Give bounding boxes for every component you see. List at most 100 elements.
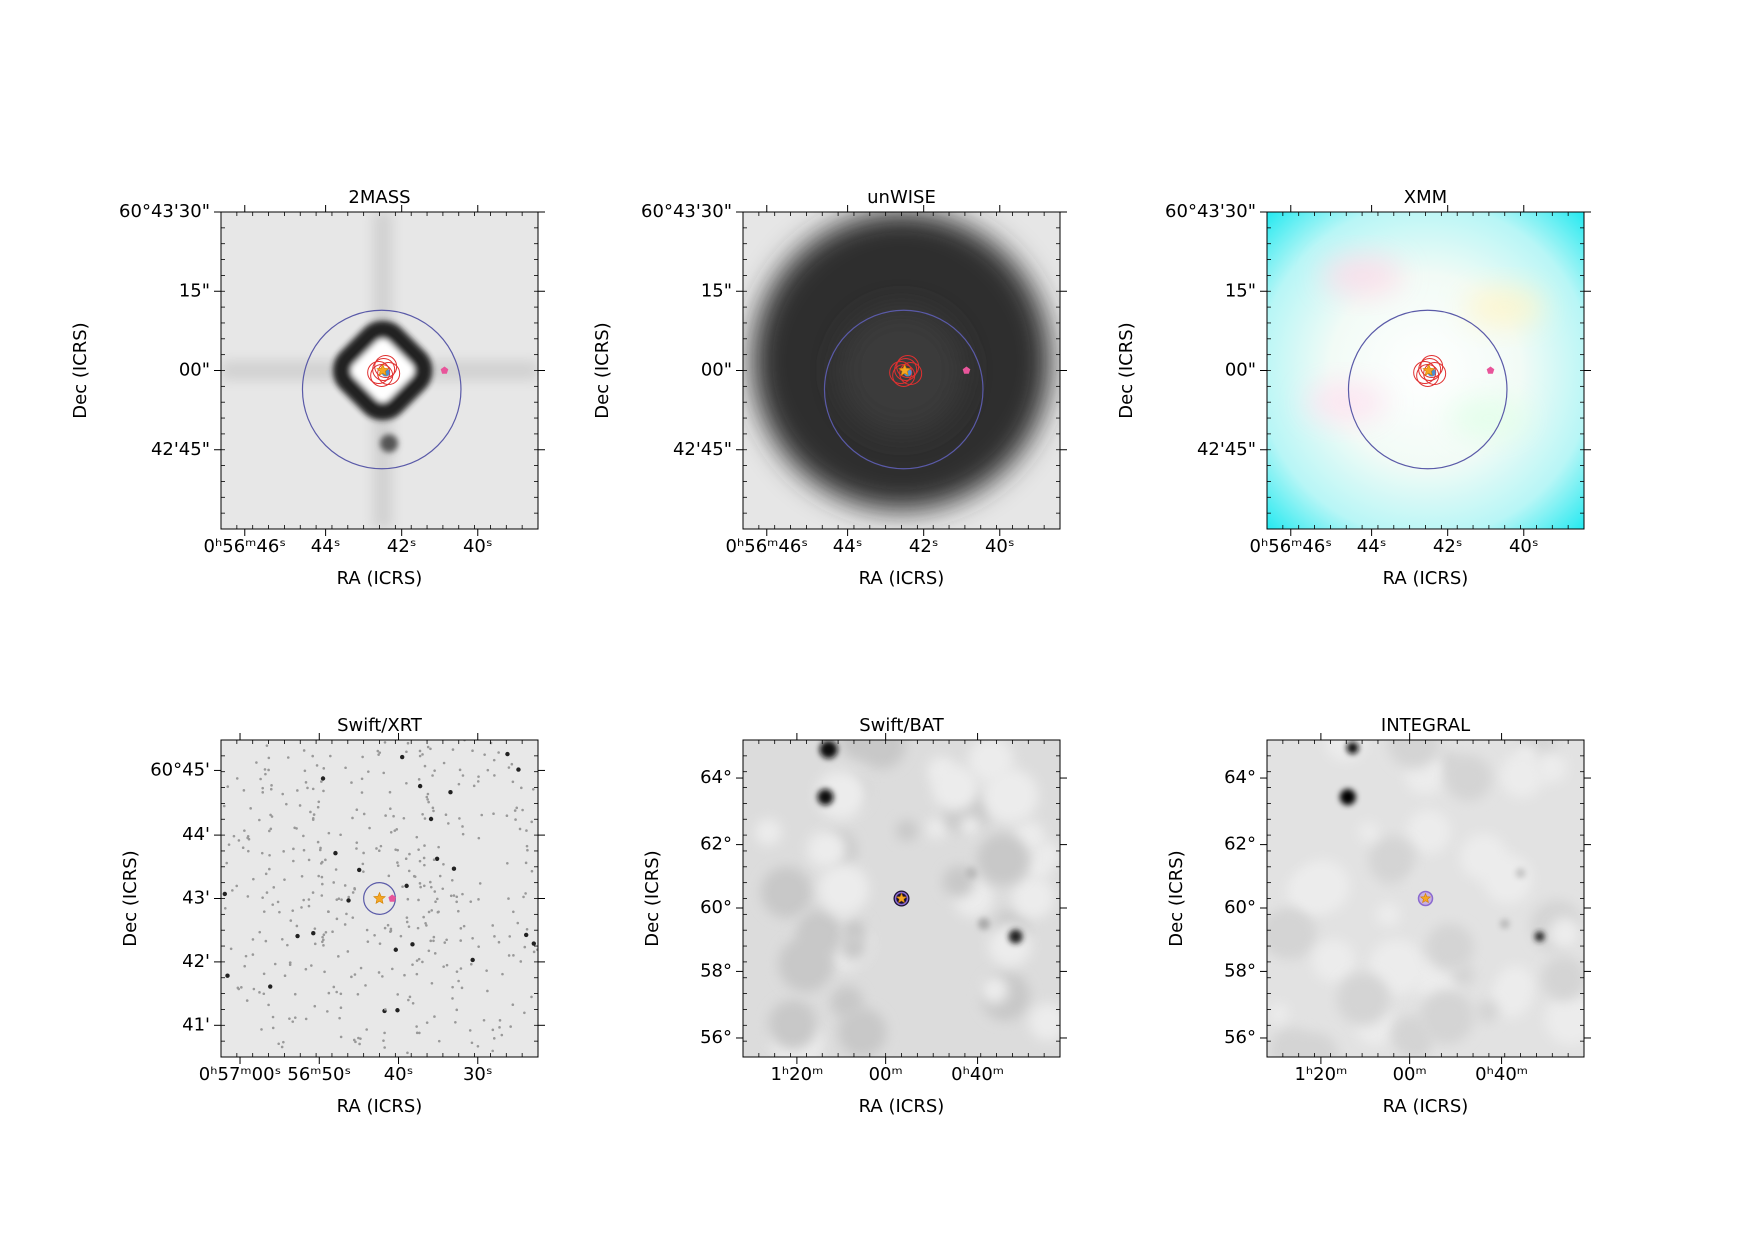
photon [251,953,255,956]
photon [334,868,338,871]
photon [459,939,463,942]
panel: Swift/BAT RA (ICRS) Dec (ICRS) 1ʰ20ᵐ 00ᵐ 0ʰ40… [642,715,1067,1117]
photon [237,987,241,991]
y-tick-label: 00" [1225,360,1256,381]
photon [461,892,464,896]
x-tick-label: 42ˢ [387,536,417,557]
photon [260,851,264,855]
photon [457,979,460,983]
y-axis-label: Dec (ICRS) [592,322,613,418]
photon [262,992,266,996]
photon [268,829,271,833]
photon [422,915,425,919]
photon [461,832,465,836]
photon [523,932,529,938]
photon [261,896,264,899]
photon [415,1025,418,1028]
x-axis-label: RA (ICRS) [337,1096,423,1117]
photon [531,941,536,946]
photon [525,928,529,931]
error-circle [894,358,918,381]
photon [472,784,476,788]
photon [406,1051,409,1055]
photon [404,883,409,889]
photon [337,955,340,958]
photon [525,829,528,832]
photon [321,940,324,944]
photon [231,889,234,892]
source-blob [1008,929,1023,944]
source-blob [380,434,399,453]
photon [347,895,351,899]
photon [362,870,365,873]
photon [360,777,364,781]
photon [415,835,419,839]
photon [288,963,292,966]
x-tick-label: 30ˢ [463,1064,493,1085]
photon [402,816,406,820]
image-noise [1376,902,1401,927]
photon [501,972,504,976]
photon [321,882,324,886]
x-axis-label: RA (ICRS) [859,568,945,589]
panel-title: unWISE [867,187,936,208]
photon [513,809,517,812]
photon [477,898,480,901]
photon [240,986,243,989]
y-tick-label: 60°43'30" [641,201,732,222]
photon [322,933,326,937]
photon [362,851,365,855]
y-tick-label: 64° [700,767,732,788]
photon [320,875,324,879]
photon [252,877,255,881]
image-noise [1476,1000,1499,1023]
photon [265,744,269,747]
photon [310,964,313,967]
photon [322,767,326,770]
photon [225,973,230,978]
photon [478,882,482,885]
photon [373,933,376,937]
image-noise [1312,939,1355,983]
photon [526,848,529,852]
photon [511,1003,515,1007]
photon [364,984,367,987]
photon [451,748,455,751]
photon [486,768,490,772]
photon [356,867,362,873]
photon [269,827,273,831]
photon [476,1044,480,1048]
photon [375,847,378,850]
photon [516,921,520,925]
photon [426,792,430,796]
photon [417,898,420,902]
photon [388,790,392,794]
photon [337,897,341,901]
photon [491,924,495,927]
photon [291,1020,295,1023]
photon [417,778,421,781]
x-tick-label: 1ʰ20ᵐ [1294,1064,1347,1085]
photon [332,985,336,989]
photon [399,934,403,938]
photon [378,942,382,945]
photon [418,749,422,753]
photon [442,862,445,866]
y-tick-label: 58° [1224,960,1256,981]
photon [320,894,324,897]
photon [459,927,463,930]
photon [225,861,229,865]
photon [406,741,410,745]
photon [521,808,524,812]
y-tick-label: 43' [182,888,210,909]
photon [295,933,300,939]
photon [491,1028,495,1032]
photon [396,993,400,996]
photon [449,894,453,898]
photon [300,906,303,909]
photon [430,981,434,985]
photon [355,808,359,812]
photon [425,1021,429,1024]
y-tick-label: 56° [1224,1027,1256,1048]
photon [436,897,439,901]
